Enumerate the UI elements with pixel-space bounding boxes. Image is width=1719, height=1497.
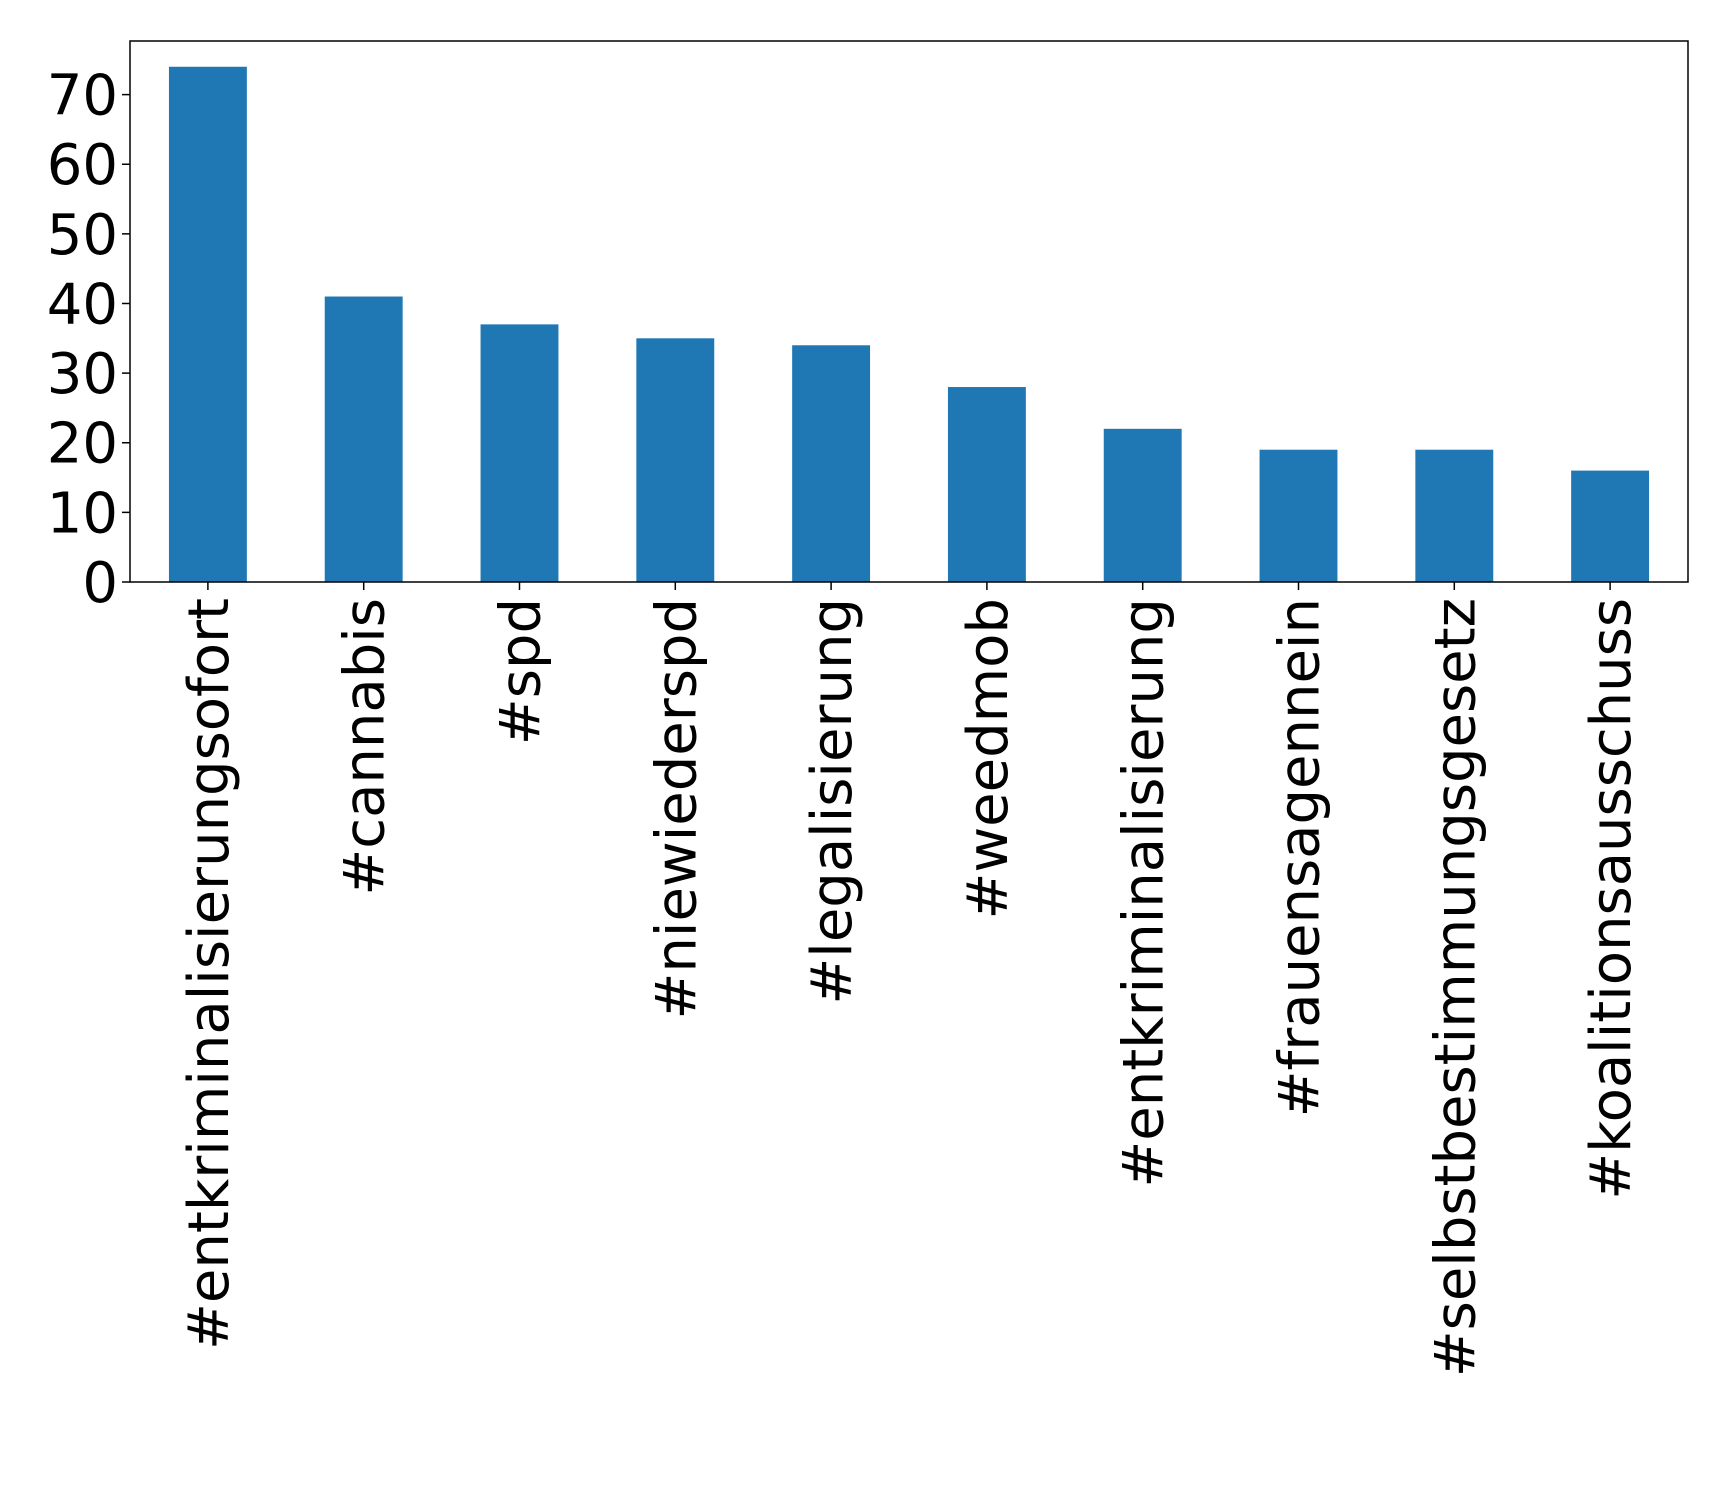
y-tick-label-6: 60: [47, 133, 118, 198]
x-tick-label-4: #legalisierung: [800, 598, 865, 1005]
bar-7: [1259, 449, 1338, 582]
x-tick-label-3: #niewiederspd: [644, 598, 709, 1020]
y-tick-label-2: 20: [47, 412, 118, 477]
bar-1: [324, 296, 403, 582]
x-tick-label-5: #weedmob: [956, 598, 1021, 920]
x-axis: #entkriminalisierungsofort #cannabis #spd #…: [177, 582, 1644, 1377]
bar-4: [792, 345, 871, 582]
bars-group: [168, 66, 1650, 582]
bar-6: [1103, 428, 1182, 582]
bar-8: [1415, 449, 1494, 582]
bar-3: [636, 338, 715, 582]
bar-2: [480, 324, 559, 582]
y-tick-label-7: 70: [47, 64, 118, 129]
x-tick-label-2: #spd: [489, 598, 554, 745]
bar-0: [168, 66, 247, 582]
x-tick-label-0: #entkriminalisierungsofort: [177, 598, 242, 1350]
y-tick-label-5: 50: [47, 203, 118, 268]
plot-frame: [129, 40, 1689, 583]
x-tick-label-7: #frauensagennein: [1268, 598, 1333, 1117]
bar-9: [1571, 470, 1650, 582]
x-tick-label-1: #cannabis: [333, 598, 398, 896]
y-tick-label-1: 10: [47, 481, 118, 546]
x-tick-label-9: #koalitionsausschuss: [1579, 598, 1644, 1200]
bar-5: [947, 387, 1026, 582]
x-tick-label-6: #entkriminalisierung: [1112, 598, 1177, 1188]
y-tick-label-3: 30: [47, 342, 118, 407]
x-tick-label-8: #selbstbestimmungsgesetz: [1423, 598, 1488, 1377]
y-tick-label-4: 40: [47, 272, 118, 337]
y-tick-label-0: 0: [82, 551, 118, 616]
